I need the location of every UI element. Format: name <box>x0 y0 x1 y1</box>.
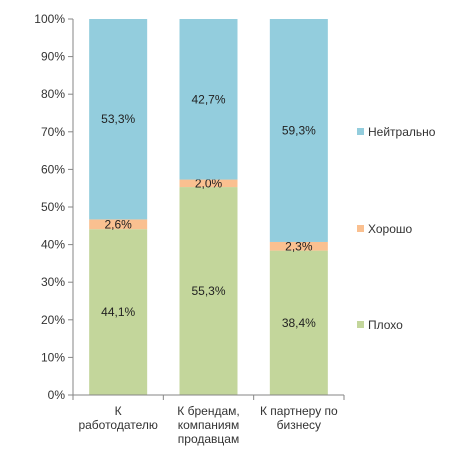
x-category-line: К брендам, <box>177 404 239 418</box>
y-tick-label: 80% <box>41 87 65 101</box>
bar-segment <box>89 229 148 395</box>
legend-swatch <box>357 128 364 135</box>
data-label: 53,3% <box>101 112 135 126</box>
bar-segment <box>89 219 148 230</box>
y-axis-ticks: 0% 10% 20% 30% 40% 50% 60% 70% 80% 90% 100% <box>34 12 73 402</box>
y-tick-label: 100% <box>34 12 65 26</box>
x-category-line: К <box>115 404 122 418</box>
legend-swatch <box>357 321 364 328</box>
x-category-line: бизнесу <box>277 418 321 432</box>
bar-segment <box>179 187 238 395</box>
bar-segment <box>269 19 328 242</box>
data-label: 59,3% <box>282 123 316 137</box>
bar-segment <box>269 241 328 251</box>
x-category-line: продавцам <box>178 432 239 446</box>
bar-segment <box>269 250 328 395</box>
data-label: 38,4% <box>282 316 316 330</box>
x-category-line: К партнеру по <box>260 404 338 418</box>
x-category-line: работодателю <box>78 418 157 432</box>
x-category-label: К брендам, компаниям продавцам <box>177 404 239 446</box>
data-label: 2,0% <box>195 176 223 190</box>
data-label: 2,3% <box>285 239 313 253</box>
data-label: 42,7% <box>191 92 225 106</box>
data-label: 2,6% <box>104 217 132 231</box>
x-category-line: компаниям <box>178 418 240 432</box>
legend-label: Хорошо <box>368 222 413 236</box>
y-tick-label: 60% <box>41 162 65 176</box>
bars: 44,1% 2,6% 53,3% 55,3% 2,0% 42,7% 38,4% 2,3% 59,… <box>89 19 328 395</box>
legend-label: Плохо <box>368 318 403 332</box>
y-tick-label: 70% <box>41 125 65 139</box>
bar-segment <box>179 19 238 180</box>
x-category-label: К партнеру по бизнесу <box>260 404 338 432</box>
y-tick-label: 50% <box>41 200 65 214</box>
legend-label: Нейтрально <box>368 125 436 139</box>
bar-segment <box>179 179 238 188</box>
bar-segment <box>89 19 148 220</box>
y-tick-label: 20% <box>41 313 65 327</box>
y-tick-label: 30% <box>41 275 65 289</box>
axes <box>72 19 345 400</box>
y-tick-label: 0% <box>48 388 66 402</box>
y-tick-label: 90% <box>41 50 65 64</box>
y-tick-label: 40% <box>41 238 65 252</box>
data-label: 44,1% <box>101 305 135 319</box>
y-tick-label: 10% <box>41 350 65 364</box>
legend: Нейтрально Хорошо Плохо <box>357 125 436 332</box>
legend-swatch <box>357 225 364 232</box>
data-label: 55,3% <box>191 284 225 298</box>
